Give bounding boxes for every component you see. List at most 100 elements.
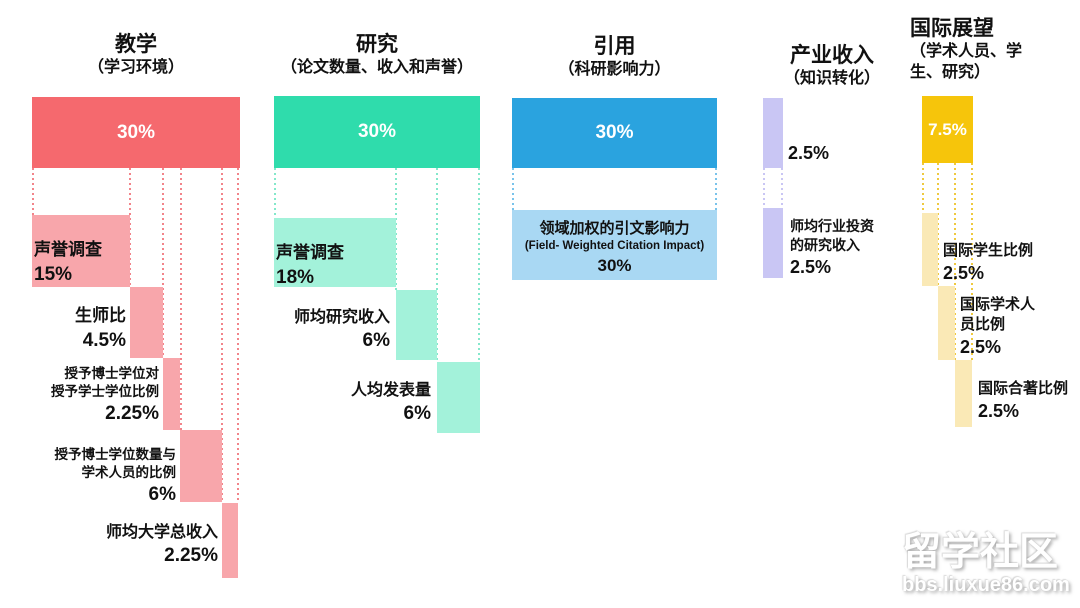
teaching-dotted-line <box>221 168 223 503</box>
label-row: 国际学生比例 <box>943 242 1034 259</box>
label-row: 人均发表量 <box>350 382 431 399</box>
international-outlook-segment-2 <box>938 286 955 360</box>
column-citations-subtitle: （科研影响力） <box>558 61 671 79</box>
industry-income-dotted-line <box>781 168 783 208</box>
teaching-segment-1 <box>32 215 130 287</box>
label-row: 2.25% <box>164 545 218 567</box>
teaching-segment-3-label: 授予博士学位对授予学士学位比例 2.25% <box>39 365 159 427</box>
column-international-outlook-weight: 7.5% <box>928 119 967 139</box>
international-outlook-dotted-line <box>954 163 956 360</box>
label-row: 国际学术人 <box>960 296 1036 313</box>
watermark-url: bbs.liuxue86.com <box>902 573 1070 596</box>
international-outlook-dotted-line <box>971 163 973 360</box>
international-outlook-dotted-line <box>922 163 924 213</box>
teaching-segment-4 <box>180 430 222 502</box>
column-industry-income-title: 产业收入 <box>790 44 874 67</box>
column-international-outlook-subtitle: 生、研究） <box>910 64 991 82</box>
label-row: 6% <box>362 330 390 352</box>
column-citations-weight: 30% <box>595 122 634 143</box>
label-row: 2.5% <box>960 337 1002 358</box>
label-row: 4.5% <box>82 329 126 351</box>
international-outlook-segment-3 <box>955 360 972 427</box>
industry-income-segment-1-label: 师均行业投资 的研究收入 2.5% <box>790 217 902 279</box>
international-outlook-segment-2-label: 国际学术人 员比例 2.5% <box>960 295 1054 359</box>
column-industry-income-header: 产业收入 （知识转化） <box>762 42 902 90</box>
research-dotted-line <box>274 168 276 218</box>
label-row: 2.5% <box>943 263 985 284</box>
column-international-outlook-header: 国际展望 （学术人员、学 生、研究） <box>910 15 1080 84</box>
teaching-segment-4-label: 授予博士学位数量与学术人员的比例 6% <box>39 446 177 508</box>
teaching-dotted-line <box>129 168 131 287</box>
label-row: 18% <box>276 266 315 288</box>
industry-income-segment-1 <box>763 208 783 278</box>
citations-segment-1 <box>512 210 717 280</box>
column-citations-header: 引用 （科研影响力） <box>512 33 717 81</box>
column-international-outlook-bar: 7.5% <box>922 96 973 163</box>
citations-dotted-line <box>512 168 514 210</box>
label-row: 授予博士学位对 <box>64 366 160 381</box>
label-row: 师均行业投资 <box>790 218 874 234</box>
label-row: 的研究收入 <box>790 236 860 253</box>
international-outlook-segment-1 <box>922 213 938 286</box>
research-dotted-line <box>436 168 438 362</box>
column-research-weight: 30% <box>357 121 397 142</box>
citations-dotted-line <box>715 168 717 210</box>
label-row: 2.5% <box>978 401 1020 422</box>
research-segment-1 <box>274 218 396 287</box>
column-teaching-subtitle: （学习环境） <box>87 59 184 77</box>
column-teaching-weight: 30% <box>116 121 156 143</box>
industry-income-dotted-line <box>763 168 765 208</box>
international-outlook-segment-3-label: 国际合著比例 2.5% <box>978 379 1080 423</box>
column-citations-bar: 30% <box>512 98 717 168</box>
column-international-outlook-subtitle: （学术人员、学 <box>910 43 1023 61</box>
label-row: (Field- Weighted Citation Impact) <box>524 240 705 253</box>
label-row: 15% <box>34 263 73 285</box>
teaching-segment-3 <box>163 358 180 430</box>
label-row: 学术人员的比例 <box>81 465 177 481</box>
column-research-subtitle: （论文数量、收入和声誉） <box>280 59 473 77</box>
teaching-dotted-line <box>32 168 34 215</box>
research-segment-2 <box>396 290 437 360</box>
teaching-segment-2-label: 生师比 4.5% <box>26 305 126 353</box>
research-segment-3 <box>437 362 480 433</box>
label-row: 30% <box>597 255 632 275</box>
research-segment-3-label: 人均发表量 6% <box>300 380 431 427</box>
label-row: 2.5% <box>790 256 832 277</box>
column-citations-title: 引用 <box>593 35 636 58</box>
label-row: 6% <box>403 403 431 425</box>
label-row: 生师比 <box>75 306 126 325</box>
label-row: 授予博士学位数量与 <box>54 447 177 462</box>
label-row: 领域加权的引文影响力 <box>539 220 690 237</box>
column-teaching-title: 教学 <box>115 33 157 56</box>
watermark-title: 留学社区 <box>902 531 1059 574</box>
research-dotted-line <box>395 168 397 290</box>
citations-segment-1-label: 领域加权的引文影响力 (Field- Weighted Citation Impa… <box>512 219 717 277</box>
column-industry-income-bar <box>763 98 783 168</box>
column-research-bar: 30% <box>274 96 480 168</box>
column-international-outlook-title: 国际展望 <box>910 17 994 40</box>
teaching-segment-2 <box>130 287 163 358</box>
column-teaching-header: 教学 （学习环境） <box>32 31 240 79</box>
teaching-dotted-line <box>162 168 164 358</box>
column-teaching-bar: 30% <box>32 97 240 168</box>
column-research-title: 研究 <box>356 33 398 56</box>
research-dotted-line <box>478 168 480 362</box>
label-row: 声誉调查 <box>34 240 102 259</box>
column-industry-income-subtitle: （知识转化） <box>783 70 880 88</box>
research-segment-2-label: 师均研究收入 6% <box>266 307 390 354</box>
international-outlook-dotted-line <box>937 163 939 286</box>
label-row: 师均研究收入 <box>293 309 390 326</box>
teaching-dotted-line <box>237 168 239 503</box>
column-industry-income-weight: 2.5% <box>788 143 830 163</box>
label-row: 2.25% <box>105 403 159 425</box>
research-segment-1-label: 声誉调查 18% <box>276 242 396 290</box>
teaching-segment-5 <box>222 503 238 578</box>
label-row: 6% <box>148 484 176 506</box>
teaching-segment-5-label: 师均大学总收入 2.25% <box>80 522 218 569</box>
label-row: 声誉调查 <box>276 243 344 262</box>
teaching-segment-1-label: 声誉调查 15% <box>34 239 154 287</box>
label-row: 国际合著比例 <box>978 380 1069 397</box>
label-row: 授予学士学位比例 <box>51 384 159 400</box>
teaching-dotted-line <box>180 168 182 430</box>
